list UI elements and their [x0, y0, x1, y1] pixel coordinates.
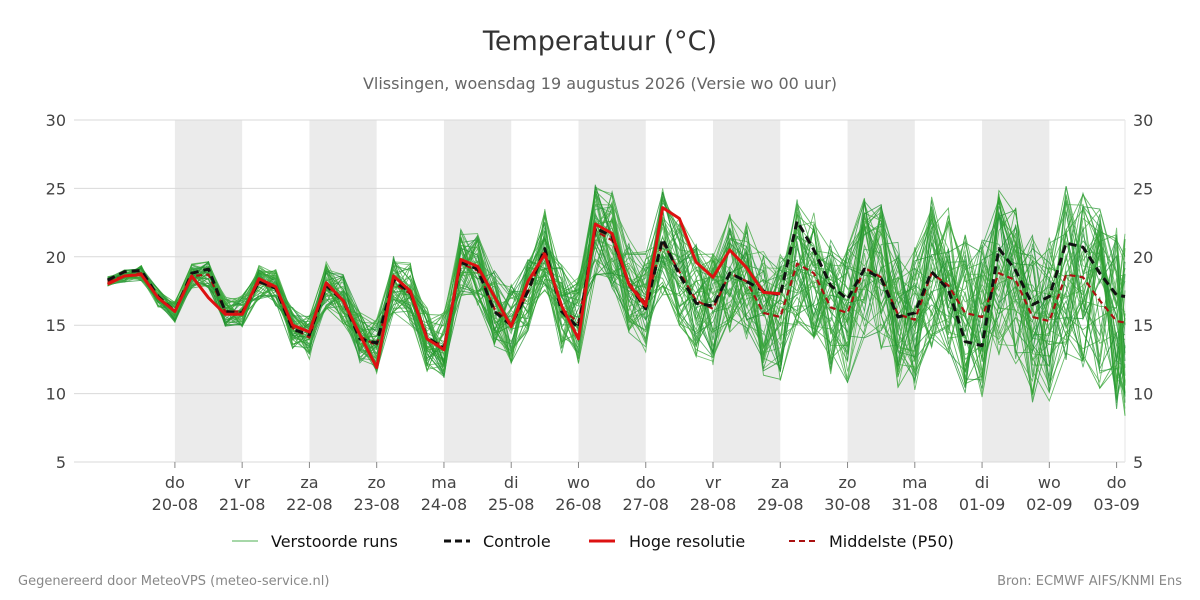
x-tick-day: za	[300, 473, 318, 492]
x-tick-date: 31-08	[892, 495, 939, 514]
main-series	[106, 206, 1126, 370]
ensemble-member-line	[107, 190, 1126, 398]
y-tick-label-right: 20	[1133, 248, 1153, 267]
x-tick-date: 01-09	[959, 495, 1006, 514]
legend-item-median: Middelste (P50)	[789, 532, 954, 551]
chart-subtitle: Vlissingen, woensdag 19 augustus 2026 (V…	[363, 74, 837, 93]
x-tick-date: 25-08	[488, 495, 535, 514]
x-tick-date: 23-08	[353, 495, 400, 514]
x-tick-day: do	[1107, 473, 1127, 492]
x-tick-day: za	[771, 473, 789, 492]
x-tick-day: di	[975, 473, 990, 492]
x-tick-date: 28-08	[690, 495, 737, 514]
x-tick-date: 20-08	[152, 495, 199, 514]
footer-generated-by: Gegenereerd door MeteoVPS (meteo-service…	[18, 574, 329, 589]
x-tick-date: 27-08	[622, 495, 669, 514]
weekday-shading	[174, 120, 1050, 462]
x-tick-day: zo	[838, 473, 856, 492]
median-series-line	[107, 229, 1126, 347]
y-tick-label-right: 5	[1133, 453, 1143, 472]
legend-label-hires: Hoge resolutie	[629, 532, 745, 551]
chart-title: Temperatuur (°C)	[482, 26, 717, 57]
x-tick-day: di	[504, 473, 519, 492]
y-tick-label-right: 30	[1133, 111, 1153, 130]
x-tick-day: do	[165, 473, 185, 492]
x-tick-day: do	[636, 473, 656, 492]
x-tick-date: 02-09	[1026, 495, 1073, 514]
x-tick-day: vr	[234, 473, 250, 492]
y-tick-label-right: 10	[1133, 385, 1153, 404]
x-tick-date: 29-08	[757, 495, 804, 514]
ensemble-member-line	[107, 202, 1126, 389]
footer-source: Bron: ECMWF AIFS/KNMI Ens	[997, 574, 1182, 589]
legend-item-control: Controle	[444, 532, 551, 551]
legend-item-hires: Hoge resolutie	[589, 532, 745, 551]
legend-label-control: Controle	[483, 532, 551, 551]
legend-label-ensemble: Verstoorde runs	[271, 532, 398, 551]
ensemble-member-line	[107, 186, 1126, 379]
x-tick-day: zo	[368, 473, 386, 492]
legend: Verstoorde runs Controle Hoge resolutie …	[232, 532, 954, 551]
x-tick-date: 21-08	[219, 495, 266, 514]
axes: 5 5 10 10 15 15 20 20 25 25 30 30 do 20-08 vr 21-08 za 22…	[46, 111, 1154, 514]
x-tick-date: 26-08	[555, 495, 602, 514]
y-tick-label-left: 20	[46, 248, 66, 267]
x-tick-date: 22-08	[286, 495, 333, 514]
x-tick-date: 24-08	[421, 495, 468, 514]
x-tick-date: 03-09	[1093, 495, 1140, 514]
legend-label-median: Middelste (P50)	[829, 532, 954, 551]
x-tick-day: wo	[1038, 473, 1061, 492]
y-tick-label-left: 30	[46, 111, 66, 130]
y-tick-label-right: 25	[1133, 179, 1153, 198]
ensemble-member-line	[107, 198, 1126, 373]
legend-item-ensemble: Verstoorde runs	[232, 532, 398, 551]
x-tick-day: vr	[705, 473, 721, 492]
ensemble-member-line	[107, 204, 1126, 383]
y-tick-label-right: 15	[1133, 316, 1153, 335]
y-tick-label-left: 10	[46, 385, 66, 404]
y-tick-label-left: 15	[46, 316, 66, 335]
x-tick-day: ma	[431, 473, 456, 492]
y-tick-label-left: 25	[46, 179, 66, 198]
x-tick-day: ma	[902, 473, 927, 492]
x-tick-date: 30-08	[824, 495, 871, 514]
high-resolution-series-line	[106, 206, 781, 370]
ensemble-member-line	[107, 198, 1126, 389]
y-tick-label-left: 5	[56, 453, 66, 472]
x-tick-day: wo	[567, 473, 590, 492]
